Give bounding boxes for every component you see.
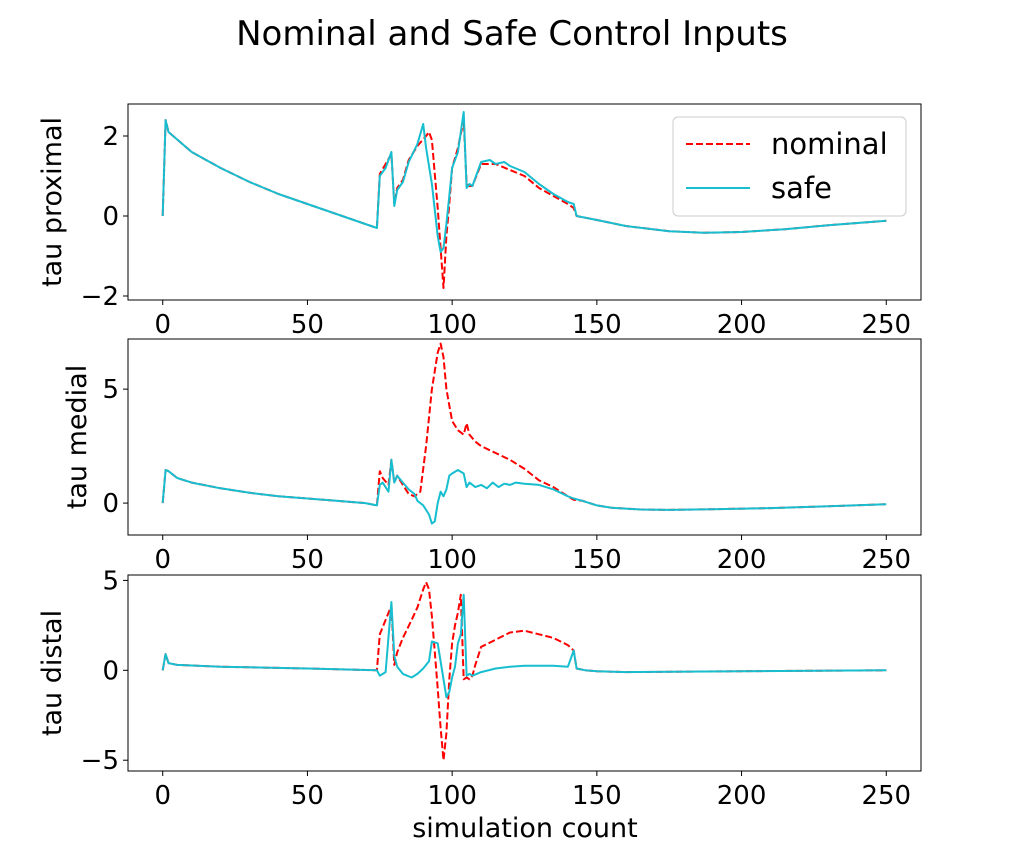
subplot-proximal: 0 50 100 150 200 250 −2 0 2 tau proximal [37,103,922,340]
y-axis-label-distal: tau distal [37,610,68,736]
y-tick-label: 0 [102,656,119,686]
series-safe-line-distal [161,593,887,699]
x-tick-label: 200 [717,781,767,811]
y-axis-label-medial: tau medial [62,365,93,509]
y-tick-label: −5 [81,746,119,776]
x-tick-label: 0 [154,545,171,575]
x-tick-label: 100 [427,310,477,340]
y-tick-label: 0 [102,489,119,519]
x-tick-label: 200 [717,310,767,340]
y-tick-label: 5 [102,566,119,596]
x-tick-label: 250 [861,310,911,340]
x-tick-label: 0 [154,781,171,811]
x-tick-label: 50 [291,545,324,575]
axes-frame-distal [127,574,922,772]
y-tick-label: 0 [102,202,119,232]
y-tick-label: 5 [102,375,119,405]
y-tick-label: 2 [102,122,119,152]
x-tick-label: 50 [291,310,324,340]
x-tick-label: 250 [861,781,911,811]
series-safe-line-medial [161,458,887,525]
subplot-medial: 0 50 100 150 200 250 0 5 tau medial [62,338,922,575]
y-tick-label: −2 [81,282,119,312]
series-nominal-line-medial [161,342,887,511]
x-tick-label: 150 [572,781,622,811]
legend: nominal safe [672,116,907,217]
legend-label-safe: safe [771,171,832,205]
y-axis-label-proximal: tau proximal [37,117,68,287]
x-tick-label: 100 [427,781,477,811]
x-tick-label: 50 [291,781,324,811]
axes-frame-proximal [127,103,922,301]
chart-title: Nominal and Safe Control Inputs [236,14,788,54]
x-tick-label: 200 [717,545,767,575]
legend-box [672,116,907,217]
axes-frame-medial [127,338,922,536]
x-tick-label: 100 [427,545,477,575]
x-tick-label: 150 [572,310,622,340]
subplot-distal: 0 50 100 150 200 250 −5 0 5 tau distal [37,566,922,811]
legend-label-nominal: nominal [771,127,888,161]
x-tick-label: 250 [861,545,911,575]
series-safe-line-proximal [161,111,887,253]
x-tick-label: 150 [572,545,622,575]
x-tick-label: 0 [154,310,171,340]
x-axis-label: simulation count [412,813,638,844]
series-nominal-line-distal [161,581,887,762]
